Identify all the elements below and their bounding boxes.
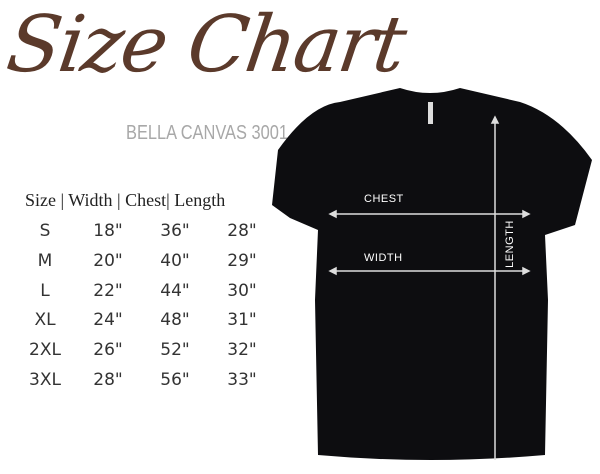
cell-chest: 44"	[160, 280, 190, 301]
cell-width: 26"	[93, 340, 123, 361]
cell-length: 28"	[227, 221, 257, 241]
cell-size: XL	[34, 310, 56, 331]
cell-width: 18"	[93, 221, 123, 241]
cell-width: 24"	[93, 310, 123, 331]
table-row: 3XL 28" 56" 33"	[0, 370, 290, 400]
cell-chest: 56"	[160, 370, 190, 390]
cell-size: 2XL	[29, 340, 61, 361]
cell-size: S	[39, 221, 51, 241]
chest-label: CHEST	[364, 193, 404, 205]
table-row: 2XL 26" 52" 32"	[0, 340, 290, 370]
cell-length: 29"	[227, 250, 257, 271]
width-label: WIDTH	[364, 252, 403, 264]
cell-length: 33"	[227, 370, 257, 390]
cell-size: L	[40, 280, 50, 301]
cell-length: 32"	[227, 340, 257, 361]
table-header: Size | Width | Chest| Length	[25, 190, 226, 210]
cell-chest: 48"	[160, 310, 190, 331]
cell-length: 31"	[227, 310, 257, 331]
table-row: S 18" 36" 28"	[0, 221, 290, 251]
cell-size: 3XL	[29, 370, 61, 390]
cell-chest: 36"	[160, 221, 190, 241]
cell-length: 30"	[227, 280, 257, 301]
cell-size: M	[37, 250, 53, 271]
cell-width: 20"	[93, 250, 123, 271]
table-row: L 22" 44" 30"	[0, 281, 290, 311]
cell-chest: 40"	[160, 250, 190, 271]
tshirt-shape	[272, 88, 592, 460]
table-row: XL 24" 48" 31"	[0, 310, 290, 340]
subtitle: BELLA CANVAS 3001	[126, 122, 288, 144]
cell-chest: 52"	[160, 340, 190, 361]
cell-width: 28"	[93, 370, 123, 390]
neck-tag	[428, 102, 433, 124]
cell-width: 22"	[93, 280, 123, 301]
length-label: LENGTH	[503, 220, 516, 268]
table-row: M 20" 40" 29"	[0, 251, 290, 281]
